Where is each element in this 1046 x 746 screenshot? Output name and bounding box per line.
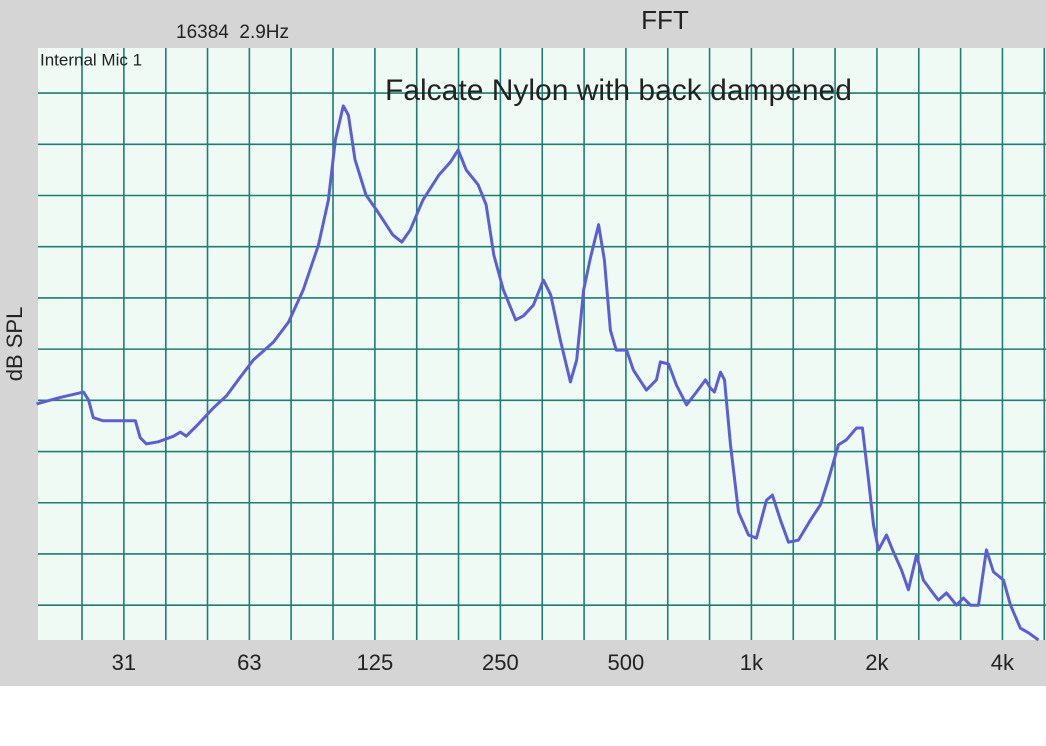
x-tick-label: 125 (357, 650, 394, 675)
x-tick-label: 31 (112, 650, 136, 675)
x-tick-label: 2k (865, 650, 889, 675)
fft-info: 16384 2.9Hz (176, 22, 289, 43)
series-line (36, 104, 1040, 642)
subtitle: Falcate Nylon with back dampened (385, 74, 852, 107)
x-tick-label: 63 (237, 650, 261, 675)
x-tick-label: 1k (740, 650, 764, 675)
input-label: Internal Mic 1 (40, 50, 142, 69)
x-tick-label: 250 (482, 650, 519, 675)
chart-title: FFT (641, 5, 689, 35)
x-ticks: 31 63 125 250 500 1k 2k 4k (112, 650, 1015, 675)
x-tick-label: 500 (608, 650, 645, 675)
x-tick-label: 4k (991, 650, 1015, 675)
marks (36, 104, 1040, 642)
y-axis-label: dB SPL (2, 307, 27, 382)
grid (38, 48, 1046, 640)
